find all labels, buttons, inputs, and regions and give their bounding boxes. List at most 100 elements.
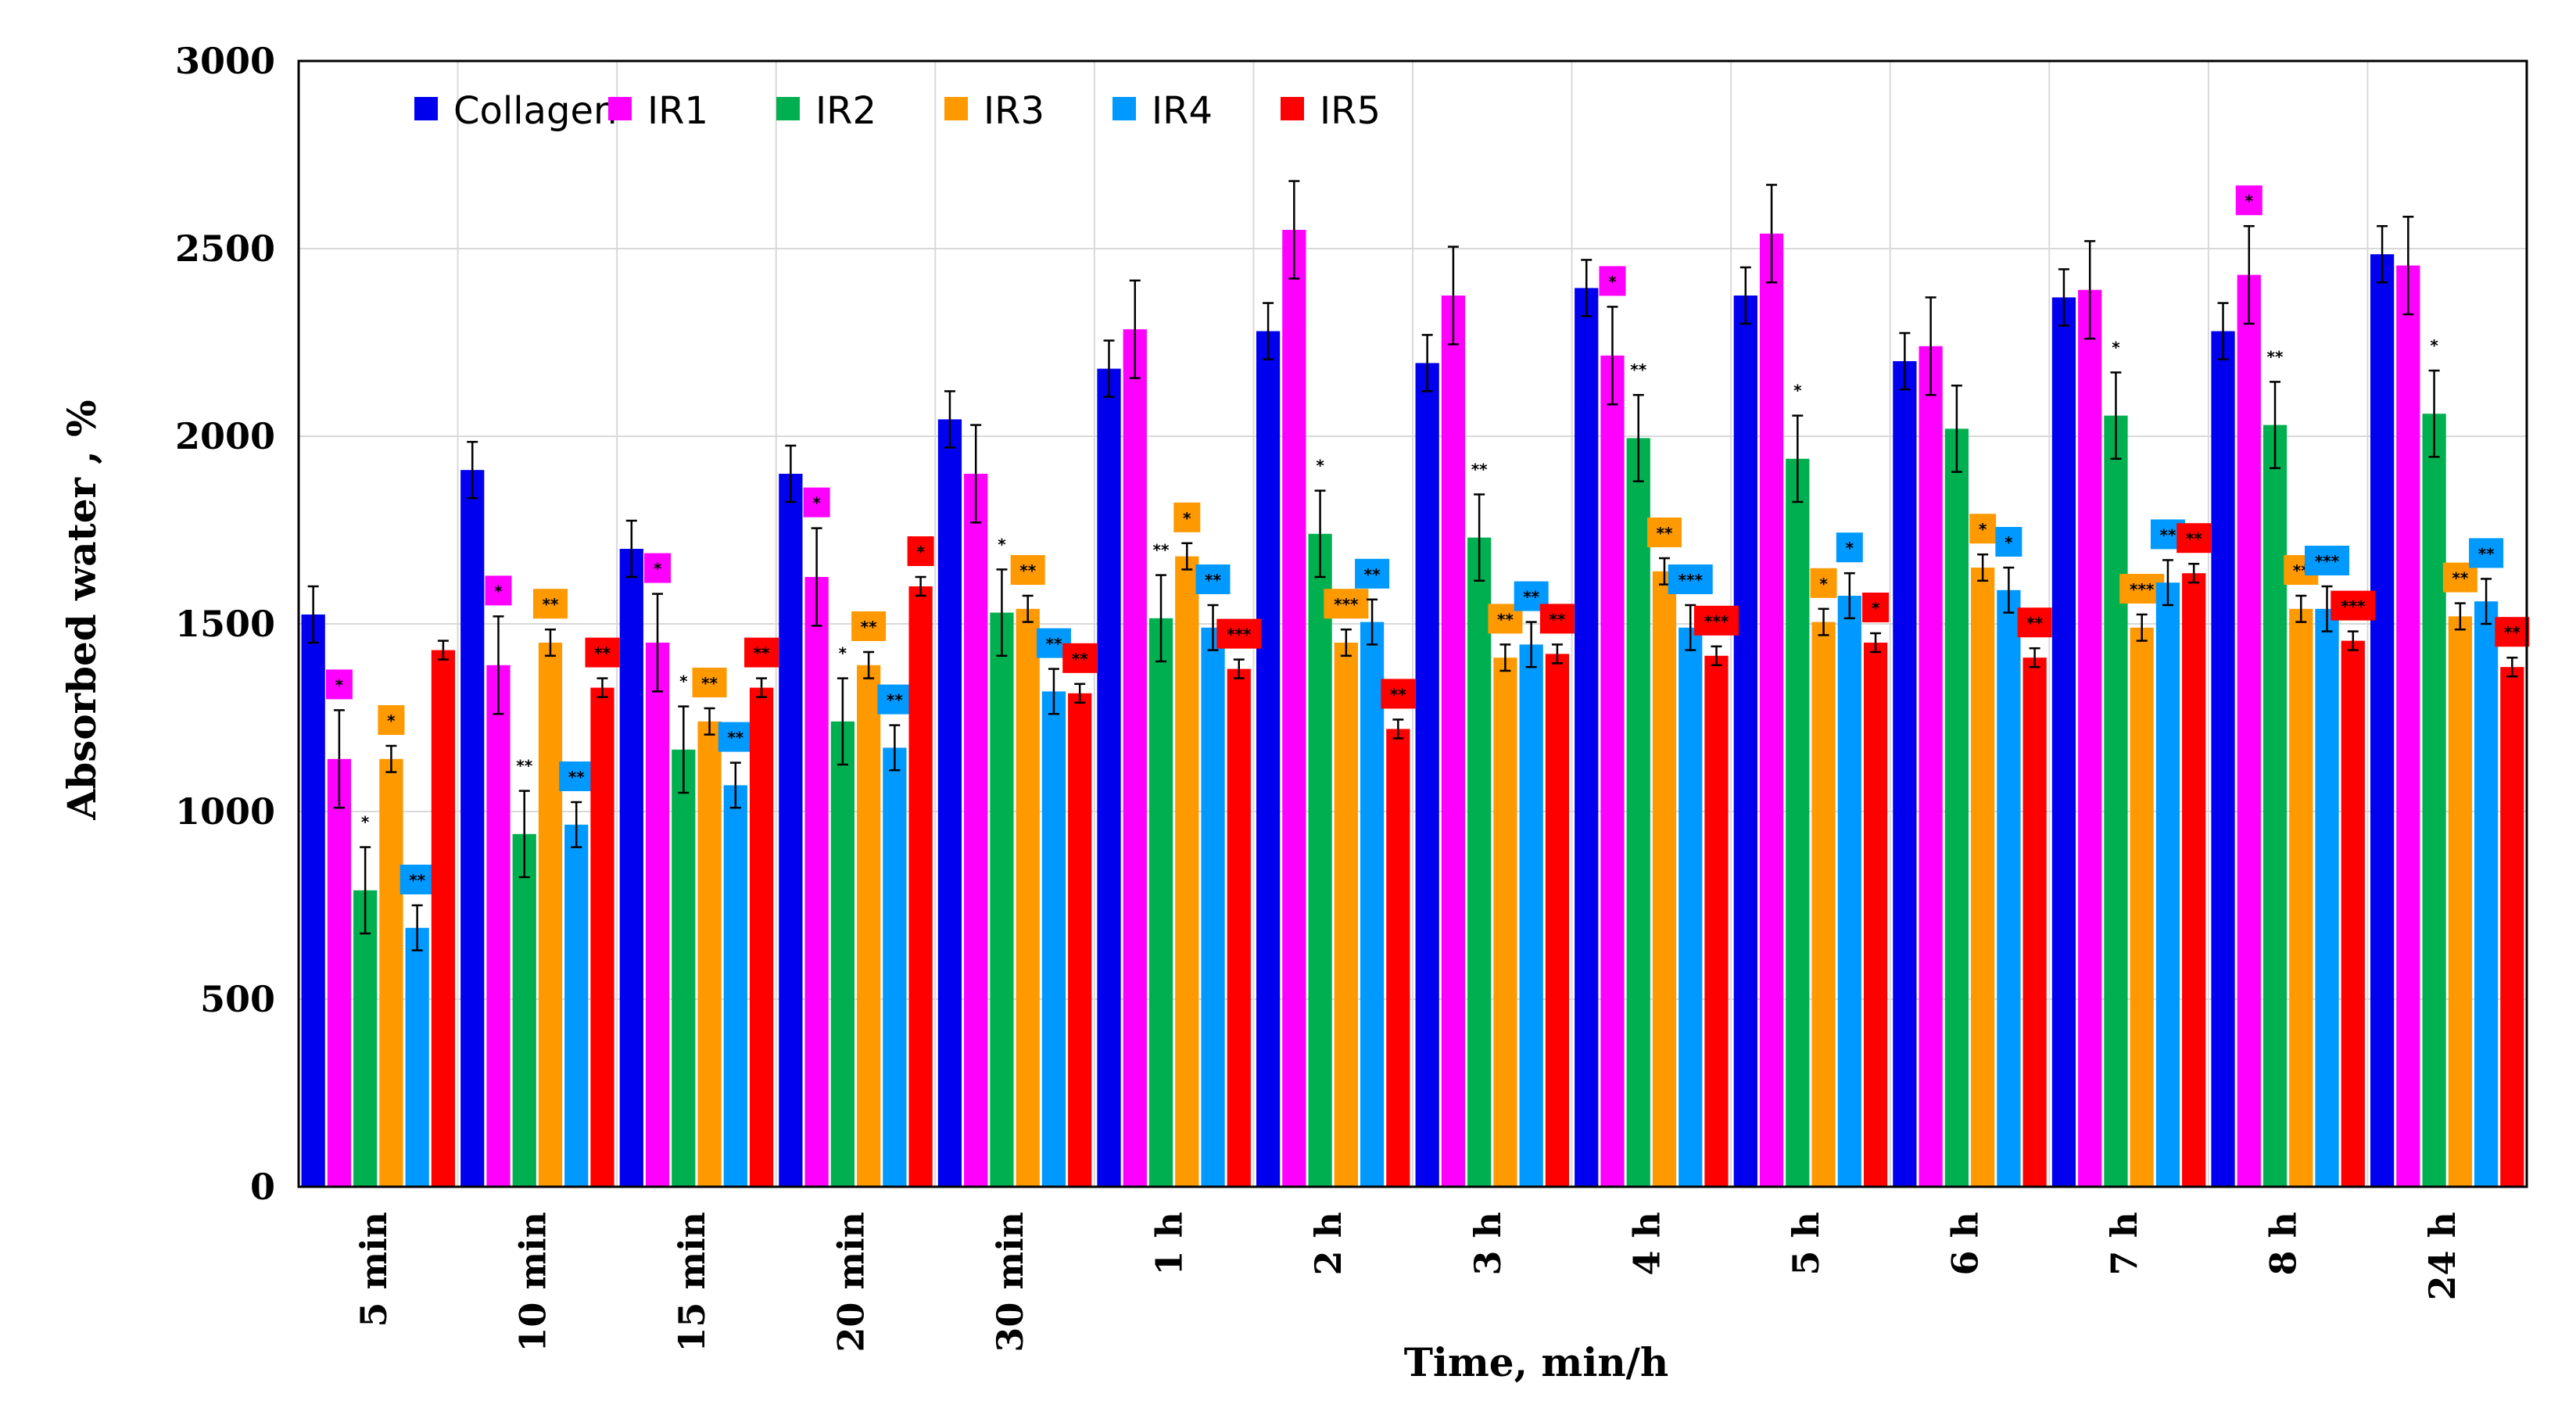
legend-swatch-ir3 bbox=[944, 97, 968, 120]
error-bar bbox=[1263, 302, 1274, 360]
bar-ir1 bbox=[1282, 230, 1306, 1187]
significance-badge bbox=[1995, 527, 2022, 557]
bar-ir2 bbox=[2104, 415, 2128, 1187]
significance-label: ** bbox=[754, 644, 770, 663]
error-bar bbox=[2084, 240, 2096, 340]
error-bar bbox=[360, 846, 371, 935]
bar-ir4 bbox=[405, 927, 429, 1187]
significance-label: * bbox=[916, 543, 925, 561]
legend-swatch-ir5 bbox=[1281, 97, 1304, 120]
error-bar bbox=[1499, 643, 1511, 672]
error-bar bbox=[1607, 306, 1618, 406]
bar-ir5 bbox=[1863, 643, 1888, 1187]
significance-label: ** bbox=[2504, 623, 2520, 642]
significance-badge bbox=[1836, 532, 1863, 563]
bar-ir5 bbox=[749, 687, 774, 1187]
bar-collagen bbox=[2051, 297, 2076, 1187]
significance-badge bbox=[718, 722, 753, 752]
bar-ir2 bbox=[1944, 428, 1969, 1187]
error-bar bbox=[915, 575, 926, 597]
bar-ir3 bbox=[1652, 571, 1677, 1187]
bar-ir4 bbox=[1837, 596, 1861, 1187]
bar-collagen bbox=[779, 474, 803, 1187]
x-tick-label: 7 h bbox=[2103, 1212, 2145, 1275]
significance-badge bbox=[851, 611, 887, 641]
bar-ir4 bbox=[1679, 627, 1703, 1187]
bar-ir2 bbox=[1786, 458, 1810, 1187]
error-bar bbox=[1766, 184, 1778, 284]
significance-badge bbox=[325, 669, 353, 700]
error-bar bbox=[493, 615, 504, 715]
bar-ir4 bbox=[1041, 691, 1066, 1187]
legend-swatch-ir4 bbox=[1112, 97, 1136, 120]
error-bar bbox=[2270, 381, 2281, 470]
error-bar bbox=[1340, 628, 1352, 657]
bar-ir2 bbox=[1308, 533, 1332, 1187]
error-bar bbox=[1288, 180, 1300, 280]
error-bar bbox=[811, 527, 822, 627]
error-bar bbox=[970, 424, 982, 524]
x-tick-label: 15 min bbox=[671, 1212, 713, 1353]
bar-ir1 bbox=[645, 643, 670, 1187]
significance-label: ** bbox=[1549, 610, 1565, 629]
bar-ir3 bbox=[2448, 616, 2472, 1187]
bar-ir5 bbox=[1386, 729, 1410, 1187]
x-tick-label: 4 h bbox=[1625, 1212, 1668, 1275]
error-bar bbox=[2003, 566, 2015, 614]
bar-ir1 bbox=[2237, 274, 2261, 1188]
error-bar bbox=[729, 761, 741, 809]
significance-badge bbox=[2331, 590, 2376, 621]
error-bar bbox=[467, 440, 478, 500]
x-tick-label: 5 min bbox=[353, 1212, 395, 1327]
error-bar bbox=[1551, 643, 1563, 665]
significance-badge bbox=[1324, 589, 1369, 619]
significance-badge bbox=[1173, 502, 1201, 532]
significance-badge bbox=[2017, 607, 2052, 638]
error-bar bbox=[944, 390, 955, 449]
bar-ir1 bbox=[1441, 296, 1466, 1187]
significance-badge bbox=[559, 761, 594, 791]
error-bar bbox=[1977, 553, 1989, 582]
error-bar bbox=[1818, 607, 1829, 636]
error-bar bbox=[756, 677, 768, 698]
bar-ir1 bbox=[804, 577, 829, 1187]
bar-ir4 bbox=[2474, 601, 2499, 1187]
error-bar bbox=[652, 593, 664, 693]
bar-ir3 bbox=[1493, 657, 1517, 1187]
bar-ir1 bbox=[486, 665, 511, 1187]
error-bar bbox=[2481, 578, 2492, 625]
error-bar bbox=[2506, 656, 2518, 678]
bar-collagen bbox=[1575, 288, 1599, 1187]
legend-label-collagen: Collagen bbox=[453, 89, 617, 133]
bar-ir3 bbox=[379, 758, 403, 1187]
error-bar bbox=[1447, 245, 1459, 346]
error-bar bbox=[704, 707, 715, 736]
error-bar bbox=[2428, 369, 2440, 458]
bar-ir3 bbox=[1811, 622, 1836, 1187]
bar-ir5 bbox=[2022, 657, 2047, 1187]
error-bar bbox=[385, 744, 397, 773]
error-bar bbox=[2136, 613, 2148, 642]
error-bar bbox=[1632, 393, 1644, 482]
legend-label-ir1: IR1 bbox=[647, 89, 708, 133]
significance-badge bbox=[585, 637, 620, 668]
error-bar bbox=[1899, 331, 1911, 391]
error-bar bbox=[2377, 224, 2388, 284]
x-tick-label: 3 h bbox=[1467, 1212, 1509, 1275]
significance-badge bbox=[1810, 568, 1837, 598]
significance-label: ** bbox=[2026, 614, 2043, 632]
error-bar bbox=[863, 650, 875, 679]
significance-label: ** bbox=[409, 871, 425, 890]
significance-label: ** bbox=[887, 691, 903, 710]
bar-collagen bbox=[619, 549, 643, 1187]
bar-ir2 bbox=[2263, 425, 2288, 1187]
bar-ir5 bbox=[1704, 655, 1729, 1187]
bar-ir3 bbox=[2289, 608, 2313, 1187]
bar-collagen bbox=[1097, 368, 1121, 1188]
y-axis-title: Absorbed water , % bbox=[59, 399, 105, 820]
error-bar bbox=[2029, 647, 2040, 668]
significance-badge bbox=[1599, 266, 1626, 296]
significance-label: ** bbox=[1045, 635, 1062, 654]
legend: Collagen IR1 IR2 IR3 IR4 IR5 bbox=[414, 89, 1381, 133]
error-bar bbox=[1022, 594, 1034, 623]
